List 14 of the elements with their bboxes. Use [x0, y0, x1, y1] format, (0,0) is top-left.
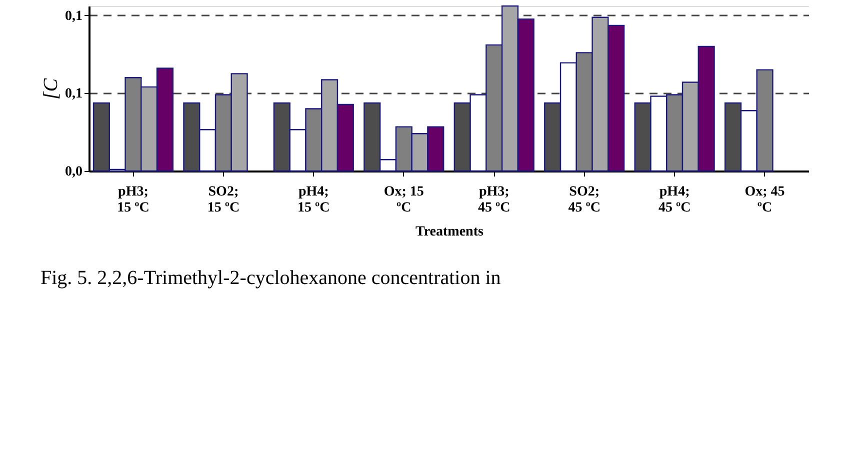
x-tick-label: Ox; 15 ºC: [384, 184, 424, 216]
x-tick-label: pH3; 45 ºC: [478, 184, 510, 216]
y-tick-label: 0,1: [65, 8, 82, 24]
y-tick-label: 0,1: [65, 86, 82, 102]
x-axis-title: Treatments: [416, 224, 484, 240]
x-tick-label: Ox; 45 ºC: [744, 184, 785, 216]
caption: Fig. 5. 2,2,6-Trimethyl-2-cyclohexanone concentration in: [40, 267, 501, 289]
x-tick-label: SO2; 45 ºC: [568, 184, 600, 216]
x-tick-label: pH4; 45 ºC: [658, 184, 691, 216]
x-tick-label: pH3; 15 ºC: [117, 184, 150, 216]
y-tick-label: 0,0: [65, 164, 82, 180]
x-tick-label: SO2; 15 ºC: [207, 184, 240, 216]
y-axis-title: [C: [40, 78, 62, 100]
x-tick-label: pH4; 15 ºC: [298, 184, 330, 216]
